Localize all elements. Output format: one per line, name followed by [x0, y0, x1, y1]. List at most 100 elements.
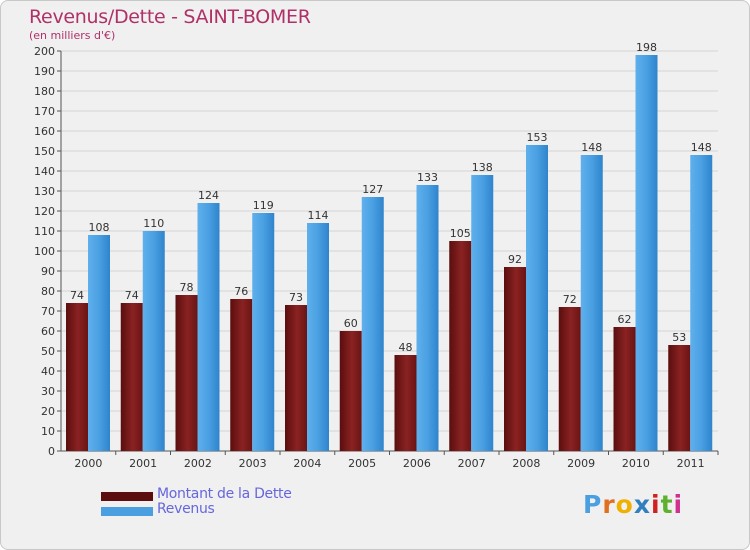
axes: 0 10 20 30 40 50 60 70 80 90 100 110 120 130 140 150 160… [34, 45, 719, 470]
logo-letter: P [583, 490, 603, 519]
x-tick-label: 2007 [458, 457, 486, 470]
data-label-revenus: 127 [362, 183, 383, 196]
y-tick-label: 60 [41, 325, 55, 338]
x-tick-label: 2001 [129, 457, 157, 470]
bar-dette [230, 299, 253, 451]
x-tick-label: 2005 [348, 457, 376, 470]
bar-revenus [197, 203, 220, 451]
legend-swatch-revenus [101, 507, 153, 516]
data-label-revenus: 148 [581, 141, 602, 154]
legend-swatch-dette [101, 492, 153, 501]
chart-title: Revenus/Dette - SAINT-BOMER [29, 6, 311, 28]
y-tick-label: 160 [34, 125, 55, 138]
y-tick-label: 150 [34, 145, 55, 158]
bar-revenus [635, 55, 658, 451]
data-label-dette: 60 [344, 317, 358, 330]
chart-subtitle: (en milliers d'€) [29, 29, 116, 42]
proxiti-logo: Proxiti [583, 490, 683, 519]
logo-letter: i [651, 490, 661, 519]
bar-revenus [252, 213, 275, 451]
y-tick-label: 180 [34, 85, 55, 98]
logo-letter: x [633, 490, 651, 519]
bar-dette [394, 355, 417, 451]
data-label-revenus: 153 [527, 131, 548, 144]
y-tick-label: 140 [34, 165, 55, 178]
data-label-dette: 105 [450, 227, 471, 240]
bar-dette [504, 267, 526, 451]
bars [66, 55, 713, 451]
data-label-dette: 76 [234, 285, 248, 298]
x-tick-label: 2009 [567, 457, 595, 470]
legend-label-revenus: Revenus [157, 501, 215, 517]
bar-revenus [88, 235, 110, 451]
bar-dette [449, 241, 472, 451]
data-label-dette: 72 [563, 293, 577, 306]
y-tick-label: 30 [41, 385, 55, 398]
y-tick-label: 120 [34, 205, 55, 218]
bar-dette [175, 295, 198, 451]
bar-revenus [361, 197, 384, 451]
data-label-revenus: 110 [143, 217, 164, 230]
bar-revenus [690, 155, 713, 451]
x-tick-label: 2000 [74, 457, 102, 470]
data-label-dette: 53 [672, 331, 686, 344]
y-tick-label: 100 [34, 245, 55, 258]
y-tick-label: 90 [41, 265, 55, 278]
data-label-revenus: 108 [89, 221, 110, 234]
data-label-revenus: 148 [691, 141, 712, 154]
bar-dette [66, 303, 88, 451]
data-labels: 74 108 74 110 78 124 76 119 73 114 60 127 48 133 105 13… [70, 41, 712, 354]
data-label-revenus: 119 [253, 199, 274, 212]
x-tick-label: 2006 [403, 457, 431, 470]
bar-dette [285, 305, 307, 451]
y-tick-label: 50 [41, 345, 55, 358]
data-label-dette: 78 [180, 281, 194, 294]
y-tick-label: 70 [41, 305, 55, 318]
y-tick-label: 0 [48, 445, 55, 458]
data-label-dette: 92 [508, 253, 522, 266]
y-tick-label: 170 [34, 105, 55, 118]
bar-revenus [580, 155, 603, 451]
legend-label-dette: Montant de la Dette [157, 486, 292, 502]
bar-dette [120, 303, 143, 451]
data-label-revenus: 124 [198, 189, 219, 202]
data-label-revenus: 138 [472, 161, 493, 174]
data-label-dette: 74 [125, 289, 139, 302]
x-tick-label: 2004 [293, 457, 321, 470]
bar-dette [668, 345, 691, 451]
data-label-dette: 73 [289, 291, 303, 304]
logo-letter: i [673, 490, 684, 519]
bar-dette [558, 307, 581, 451]
y-tick-label: 40 [41, 365, 55, 378]
bar-dette [339, 331, 362, 451]
data-label-dette: 62 [618, 313, 632, 326]
y-tick-label: 190 [34, 65, 55, 78]
x-tick-label: 2002 [184, 457, 212, 470]
data-label-dette: 74 [70, 289, 84, 302]
y-tick-label: 10 [41, 425, 55, 438]
x-tick-label: 2011 [677, 457, 705, 470]
logo-letter: r [602, 490, 616, 519]
data-label-dette: 48 [399, 341, 413, 354]
bar-revenus [471, 175, 494, 451]
y-tick-label: 80 [41, 285, 55, 298]
bar-revenus [526, 145, 548, 451]
x-tick-label: 2003 [239, 457, 267, 470]
y-tick-label: 200 [34, 45, 55, 58]
y-tick-label: 130 [34, 185, 55, 198]
data-label-revenus: 198 [636, 41, 657, 54]
grid-lines [61, 50, 718, 452]
data-label-revenus: 114 [308, 209, 329, 222]
bar-revenus [416, 185, 439, 451]
bar-revenus [142, 231, 165, 451]
bar-revenus [307, 223, 329, 451]
y-tick-label: 20 [41, 405, 55, 418]
x-tick-label: 2008 [512, 457, 540, 470]
data-label-revenus: 133 [417, 171, 438, 184]
y-tick-label: 110 [34, 225, 55, 238]
bar-dette [613, 327, 636, 451]
x-tick-label: 2010 [622, 457, 650, 470]
logo-letter: t [660, 490, 674, 519]
